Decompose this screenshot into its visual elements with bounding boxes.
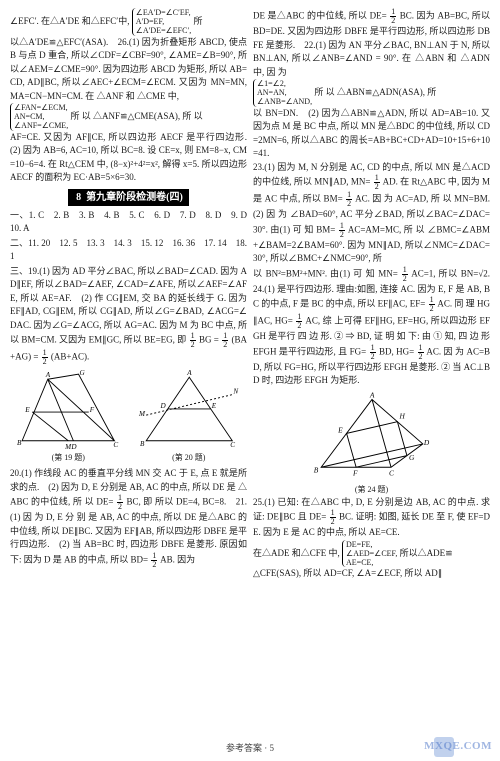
fraction-half: 12: [222, 332, 228, 349]
fraction-half: 12: [402, 266, 408, 283]
para-r1c: ∠1=∠2, AN=AN, ∠ANB=∠AND, 所 以 △ABN≌△ADN(A…: [253, 79, 490, 107]
svg-text:A: A: [368, 391, 374, 399]
svg-text:E: E: [24, 406, 30, 414]
text: (AB+AC).: [51, 352, 89, 362]
para-l2c: ∠FAN=∠ECM, AN=CM, ∠ANF=∠CME, 所 以 △ANF≌△C…: [10, 103, 247, 131]
q23: 23.(1) 因为 M, N 分别是 AC, CD 的中点, 所以 MN 是△A…: [253, 161, 490, 266]
svg-text:M: M: [64, 443, 72, 451]
svg-text:H: H: [398, 411, 405, 420]
heading-1: 一、: [10, 210, 29, 220]
fill-blank-answers: 11. 20 12. 5 13. 3 14. 3 15. 12 16. 36 1…: [10, 238, 247, 262]
figure-24: A B C D E F G H: [302, 391, 442, 481]
svg-text:D: D: [70, 443, 77, 451]
text: ∠EFC′. 在△A′DE 和△EFC′中,: [10, 16, 129, 26]
cases-3: ∠1=∠2, AN=AN, ∠ANB=∠AND,: [253, 79, 312, 107]
text: BG =: [199, 335, 221, 345]
para-l1: ∠EFC′. 在△A′DE 和△EFC′中, ∠EA′D=∠C′EF, A′D=…: [10, 8, 247, 36]
group-1-head: 一、1. C 2. B 3. B 4. B 5. C 6. D 7. D 8. …: [10, 209, 247, 236]
svg-text:D: D: [422, 438, 429, 447]
fraction-half: 12: [374, 174, 380, 191]
text: BD, HG=: [379, 346, 414, 356]
heading-2: 二、: [10, 238, 28, 248]
watermark-text: MXQE.COM: [424, 738, 492, 755]
fraction-half: 12: [296, 313, 302, 330]
figure-19-caption: (第 19 题): [10, 452, 127, 464]
svg-text:B: B: [313, 465, 318, 474]
svg-text:G: G: [80, 369, 86, 377]
fraction-half: 12: [330, 509, 336, 526]
column-right: DE 是△ABC 的中位线, 所以 DE= 12 BC. 因为 AB=BC, 所…: [253, 8, 490, 722]
para-r2: 以 BN=DN. (2) 因为△ABN≌△ADN, 所以 AD=AB=10. 又…: [253, 107, 490, 161]
q25c: 在△ADE 和△CFE 中, DE=FE, ∠AED=∠CEF, AE=CE, …: [253, 540, 490, 568]
q25d: △CFE(SAS), 所以 AD=CF, ∠A=∠ECF, 所以 AD∥: [253, 567, 490, 581]
text: DE 是△ABC 的中位线, 所以 DE=: [253, 11, 387, 21]
multiple-choice-answers: 1. C 2. B 3. B 4. B 5. C 6. D 7. D 8. D …: [10, 210, 256, 234]
figure-row: A B C D E F M G (第 19 题): [10, 369, 247, 464]
svg-text:M: M: [138, 410, 146, 418]
cases-1: ∠EA′D=∠C′EF, A′D=EF, ∠A′DE=∠EFC′,: [132, 8, 191, 36]
q23e: 以 BN²=BM²+MN². 由(1) 可 知 MN= 12 AC=1, 所以 …: [253, 266, 490, 388]
svg-text:N: N: [232, 388, 239, 396]
figure-19: A B C D E F M G: [10, 369, 127, 451]
group-2-head: 二、11. 20 12. 5 13. 3 14. 3 15. 12 16. 36…: [10, 237, 247, 264]
q20-text: 20.(1) 作线段 AC 的垂直平分线 MN 交 AC 于 E, 点 E 就是…: [10, 467, 247, 569]
fraction-half: 12: [418, 344, 424, 361]
svg-text:E: E: [337, 425, 343, 434]
svg-text:G: G: [409, 452, 415, 461]
fraction-half: 12: [190, 332, 196, 349]
svg-text:B: B: [140, 440, 145, 448]
svg-text:B: B: [17, 439, 22, 447]
para-l3: AF=CE. 又因为 AF∥CE, 所以四边形 AECF 是平行四边形. (2)…: [10, 131, 247, 185]
cases-4: DE=FE, ∠AED=∠CEF, AE=CE,: [342, 540, 397, 568]
svg-text:E: E: [210, 402, 216, 410]
group-3: 三、19.(1) 因为 AD 平分∠BAC, 所以∠BAD=∠CAD. 因为 A…: [10, 265, 247, 367]
figure-24-caption: (第 24 题): [253, 484, 490, 496]
figure-19-wrap: A B C D E F M G (第 19 题): [10, 369, 127, 464]
svg-text:A: A: [186, 369, 192, 377]
heading-3: 三、: [10, 266, 28, 276]
section-number: 8: [74, 192, 83, 203]
svg-text:D: D: [159, 402, 166, 410]
fraction-half: 12: [390, 8, 396, 25]
text: AB. 因为: [160, 554, 195, 564]
svg-text:C: C: [230, 441, 235, 449]
svg-text:A: A: [45, 371, 51, 379]
fraction-half: 12: [429, 296, 435, 313]
section-header: 8第九章阶段检测卷(四): [68, 189, 189, 206]
svg-text:C: C: [113, 441, 118, 449]
para-r1: DE 是△ABC 的中位线, 所以 DE= 12 BC. 因为 AB=BC, 所…: [253, 8, 490, 79]
fraction-half: 12: [339, 222, 345, 239]
svg-text:F: F: [89, 406, 95, 414]
section-header-row: 8第九章阶段检测卷(四): [10, 185, 247, 209]
para-l2: 以△A′DE≌△EFC′(ASA). 26.(1) 因为折叠矩形 ABCD, 使…: [10, 36, 247, 104]
fraction-half: 12: [346, 191, 352, 208]
cases-2: ∠FAN=∠ECM, AN=CM, ∠ANF=∠CME,: [10, 103, 68, 131]
page-two-column: ∠EFC′. 在△A′DE 和△EFC′中, ∠EA′D=∠C′EF, A′D=…: [0, 0, 500, 722]
text: 所 以 △ABN≌△ADN(ASA), 所: [314, 87, 436, 97]
text: 所以△ADE≌: [400, 547, 453, 557]
q25: 25.(1) 已知: 在△ABC 中, D, E 分别是边 AB, AC 的中点…: [253, 496, 490, 540]
figure-20-caption: (第 20 题): [131, 452, 248, 464]
figure-20-wrap: A B C D E N M (第 20 题): [131, 369, 248, 464]
text: 所: [193, 16, 202, 26]
text: 在△ADE 和△CFE 中,: [253, 547, 342, 557]
fraction-half: 12: [151, 552, 157, 569]
q19-text: 19.(1) 因为 AD 平分∠BAC, 所以∠BAD=∠CAD. 因为 AD∥…: [10, 266, 247, 345]
fraction-half: 12: [42, 349, 48, 366]
text: 所 以 △ANF≌△CME(ASA), 所 以: [70, 111, 202, 121]
column-left: ∠EFC′. 在△A′DE 和△EFC′中, ∠EA′D=∠C′EF, A′D=…: [10, 8, 247, 722]
fraction-half: 12: [117, 494, 123, 511]
section-title: 第九章阶段检测卷(四): [86, 192, 183, 203]
figure-20: A B C D E N M: [131, 369, 248, 451]
svg-text:F: F: [351, 468, 357, 477]
text: 以 BN²=BM²+MN². 由(1) 可 知 MN=: [253, 268, 398, 278]
fraction-half: 12: [370, 344, 376, 361]
svg-text:C: C: [388, 468, 394, 477]
